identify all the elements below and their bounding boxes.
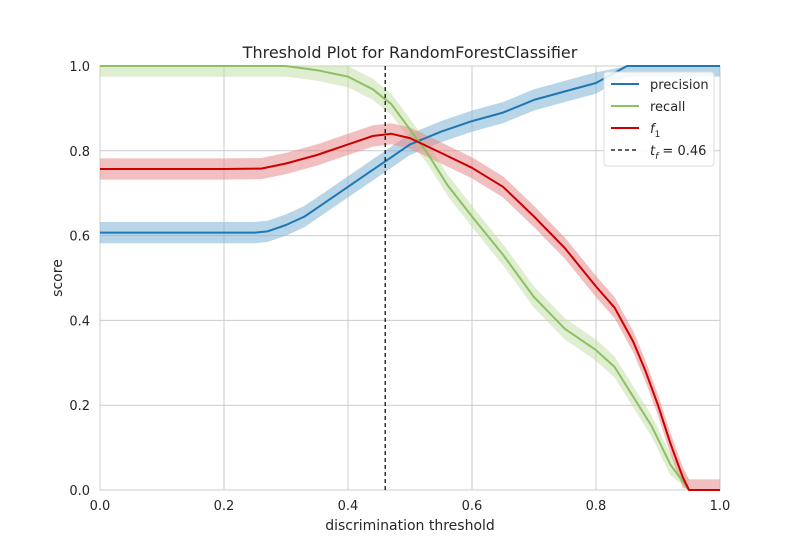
series-line-precision (100, 65, 720, 234)
x-tick-label: 0.2 (214, 499, 235, 514)
x-axis-label: discrimination threshold (325, 518, 495, 534)
confidence-bands (100, 66, 720, 490)
band-f1 (100, 123, 720, 490)
x-tick-label: 0.4 (338, 499, 359, 514)
series-line-f1 (100, 132, 720, 491)
y-axis-label: score (50, 259, 66, 297)
y-tick-label: 0.4 (69, 314, 90, 329)
y-tick-labels: 0.0 0.2 0.4 0.6 0.8 1.0 (69, 60, 90, 499)
series-lines (100, 65, 720, 491)
legend-label: f1 (650, 122, 660, 140)
y-tick-label: 0.2 (69, 399, 90, 414)
legend: precision recall f1 tf = 0.46 (603, 71, 715, 167)
legend-label: tf = 0.46 (650, 144, 706, 162)
legend-box (603, 71, 715, 167)
x-tick-labels: 0.0 0.2 0.4 0.6 0.8 1.0 (90, 499, 731, 514)
legend-label: recall (650, 100, 685, 115)
x-tick-label: 0.8 (586, 499, 607, 514)
band-precision (100, 66, 720, 244)
x-tick-label: 0.6 (462, 499, 483, 514)
x-tick-label: 0.0 (90, 499, 111, 514)
y-tick-label: 0.0 (69, 484, 90, 499)
x-tick-label: 1.0 (710, 499, 731, 514)
legend-label: precision (650, 78, 709, 93)
chart-title: Threshold Plot for RandomForestClassifie… (242, 43, 578, 62)
y-tick-label: 1.0 (69, 60, 90, 75)
y-tick-label: 0.8 (69, 145, 90, 160)
series-line-recall (100, 65, 690, 491)
y-tick-label: 0.6 (69, 230, 90, 245)
